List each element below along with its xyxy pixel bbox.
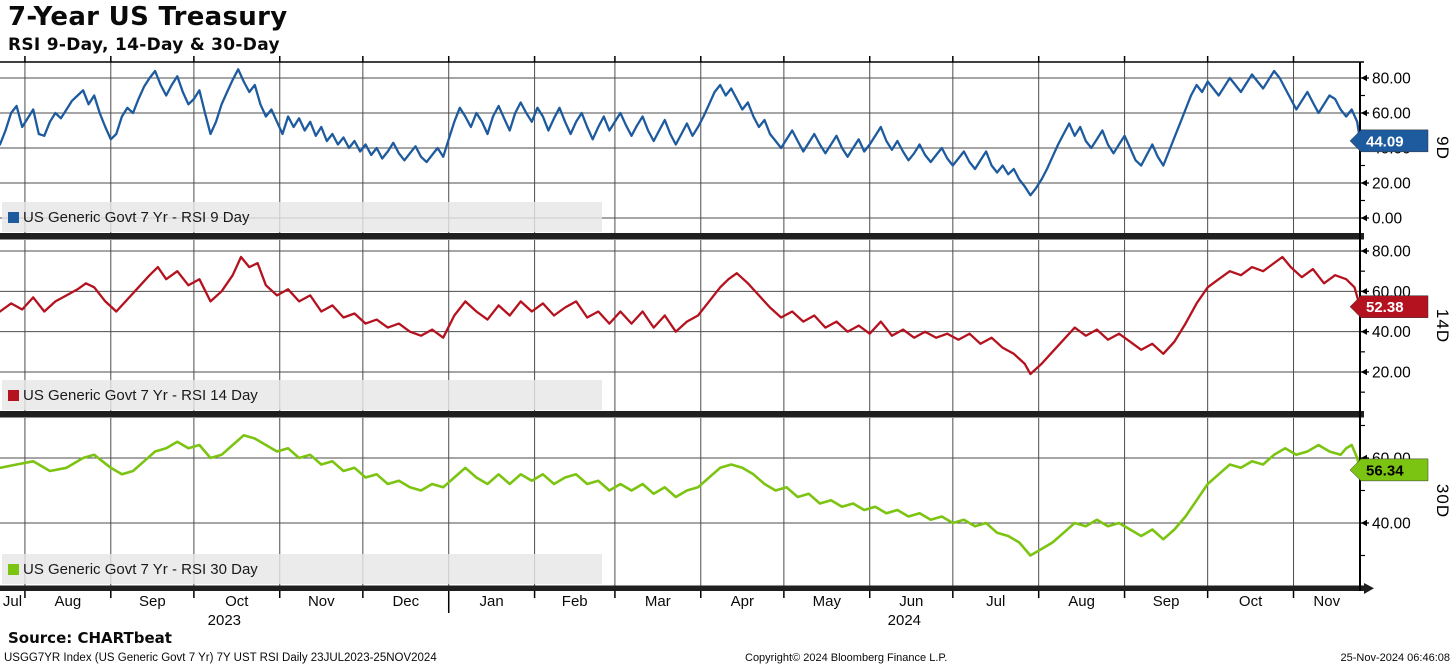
x-axis-year-label: 2024 bbox=[887, 612, 922, 629]
x-axis-month-label: Jun bbox=[899, 593, 924, 610]
source-label: Source: CHARTbeat bbox=[8, 629, 172, 647]
x-axis-month-label: May bbox=[812, 593, 841, 610]
x-axis-labels: Jul Aug Sep Oct Nov Dec Jan Feb Mar Apr May Jun Jul A… bbox=[0, 592, 1456, 634]
legend-marker-rsi-9-icon bbox=[8, 211, 19, 223]
x-axis-month-label: Sep bbox=[138, 593, 166, 610]
last-value-badge-rsi30 bbox=[1349, 458, 1429, 482]
x-axis-month-label: Sep bbox=[1152, 593, 1180, 610]
line-rsi14 bbox=[0, 255, 1362, 376]
line-rsi30 bbox=[0, 433, 1362, 557]
legend-marker-rsi-14-icon bbox=[8, 389, 19, 401]
legend-marker-rsi-30-icon bbox=[8, 563, 19, 575]
x-axis-month-label: Apr bbox=[730, 593, 754, 610]
last-value-text-rsi9: 44.09 bbox=[1366, 133, 1404, 150]
x-axis-month-label: Feb bbox=[561, 593, 588, 610]
x-axis-month-label: Jul bbox=[2, 593, 23, 610]
legend-label-rsi-9: US Generic Govt 7 Yr - RSI 9 Day bbox=[23, 208, 250, 226]
y-tick-label: 60.00 bbox=[1372, 106, 1411, 123]
x-axis-month-label: Aug bbox=[54, 593, 82, 610]
last-value-text-rsi14: 52.38 bbox=[1366, 299, 1404, 316]
line-rsi9 bbox=[0, 68, 1362, 197]
legend-rsi-30-day: US Generic Govt 7 Yr - RSI 30 Day bbox=[2, 554, 602, 584]
legend-rsi-14-day: US Generic Govt 7 Yr - RSI 14 Day bbox=[2, 380, 602, 410]
y-tick-label: 40.00 bbox=[1372, 324, 1411, 341]
x-axis-month-label: Jul bbox=[986, 593, 1006, 610]
y-tick-label: 20.00 bbox=[1372, 176, 1411, 193]
x-axis-month-label: Aug bbox=[1068, 593, 1095, 610]
x-axis-month-label: Oct bbox=[225, 593, 249, 610]
x-axis-month-label: Nov bbox=[1313, 593, 1341, 610]
x-axis-month-label: Oct bbox=[1238, 593, 1263, 610]
x-axis-month-label: Mar bbox=[644, 593, 671, 610]
footer-copyright: Copyright© 2024 Bloomberg Finance L.P. bbox=[745, 652, 948, 664]
page-subtitle: RSI 9-Day, 14-Day & 30-Day bbox=[8, 35, 280, 55]
x-axis-month-label: Nov bbox=[307, 593, 335, 610]
x-axis-month-label: Jan bbox=[479, 593, 504, 610]
last-value-badge-rsi14 bbox=[1349, 295, 1429, 318]
y-tick-label: 20.00 bbox=[1372, 364, 1411, 381]
panel-axis-title-30d: 30D bbox=[1433, 483, 1452, 519]
footer-security-description: USGG7YR Index (US Generic Govt 7 Yr) 7Y … bbox=[4, 652, 437, 664]
x-axis-month-label: Dec bbox=[392, 593, 420, 610]
y-tick-label: 80.00 bbox=[1372, 243, 1411, 260]
y-tick-label: 40.00 bbox=[1372, 516, 1411, 533]
panel-axis-title-14d: 14D bbox=[1433, 308, 1452, 344]
footer-timestamp: 25-Nov-2024 06:46:08 bbox=[1340, 652, 1450, 664]
legend-rsi-9-day: US Generic Govt 7 Yr - RSI 9 Day bbox=[2, 202, 602, 232]
y-tick-label: 80.00 bbox=[1372, 71, 1411, 88]
y-tick-label: 0.00 bbox=[1372, 211, 1403, 228]
legend-label-rsi-30: US Generic Govt 7 Yr - RSI 30 Day bbox=[23, 560, 258, 578]
panel-axis-title-9d: 9D bbox=[1433, 136, 1452, 160]
legend-label-rsi-14: US Generic Govt 7 Yr - RSI 14 Day bbox=[23, 386, 258, 404]
last-value-text-rsi30: 56.34 bbox=[1366, 462, 1404, 479]
last-value-badge-rsi9 bbox=[1349, 129, 1429, 153]
x-axis-year-label: 2023 bbox=[207, 612, 242, 629]
page-title: 7-Year US Treasury bbox=[8, 2, 288, 32]
